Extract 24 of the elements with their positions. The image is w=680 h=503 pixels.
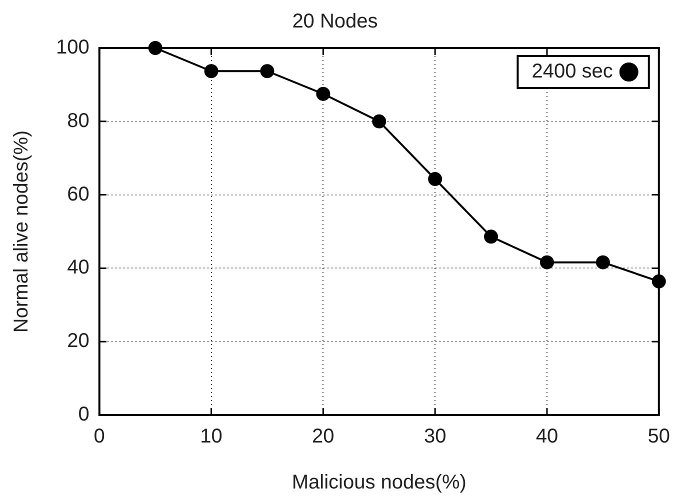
x-tick-label: 30 xyxy=(424,426,446,448)
y-tick-label: 20 xyxy=(67,330,90,352)
y-tick-label: 60 xyxy=(67,183,90,206)
y-tick-label: 0 xyxy=(78,404,90,426)
point xyxy=(372,114,386,128)
y-tick-label: 100 xyxy=(56,36,90,59)
y-tick-label: 80 xyxy=(67,110,90,132)
legend-label: 2400 sec xyxy=(532,60,613,83)
point xyxy=(204,64,218,78)
y-axis-title: Normal alive nodes(%) xyxy=(10,130,33,333)
x-tick-label: 10 xyxy=(200,426,222,448)
x-axis-title: Malicious nodes(%) xyxy=(292,472,466,494)
point xyxy=(540,255,554,270)
point xyxy=(260,64,274,78)
x-tick-label: 40 xyxy=(536,426,558,448)
chart-title: 20 Nodes xyxy=(292,10,378,33)
x-tick-label: 50 xyxy=(648,426,670,448)
x-tick-label: 20 xyxy=(312,426,334,448)
point xyxy=(428,172,442,186)
y-tick-label: 40 xyxy=(67,256,90,279)
point xyxy=(596,255,610,270)
point xyxy=(484,230,498,244)
x-tick-label: 0 xyxy=(94,426,105,448)
point xyxy=(316,86,330,101)
